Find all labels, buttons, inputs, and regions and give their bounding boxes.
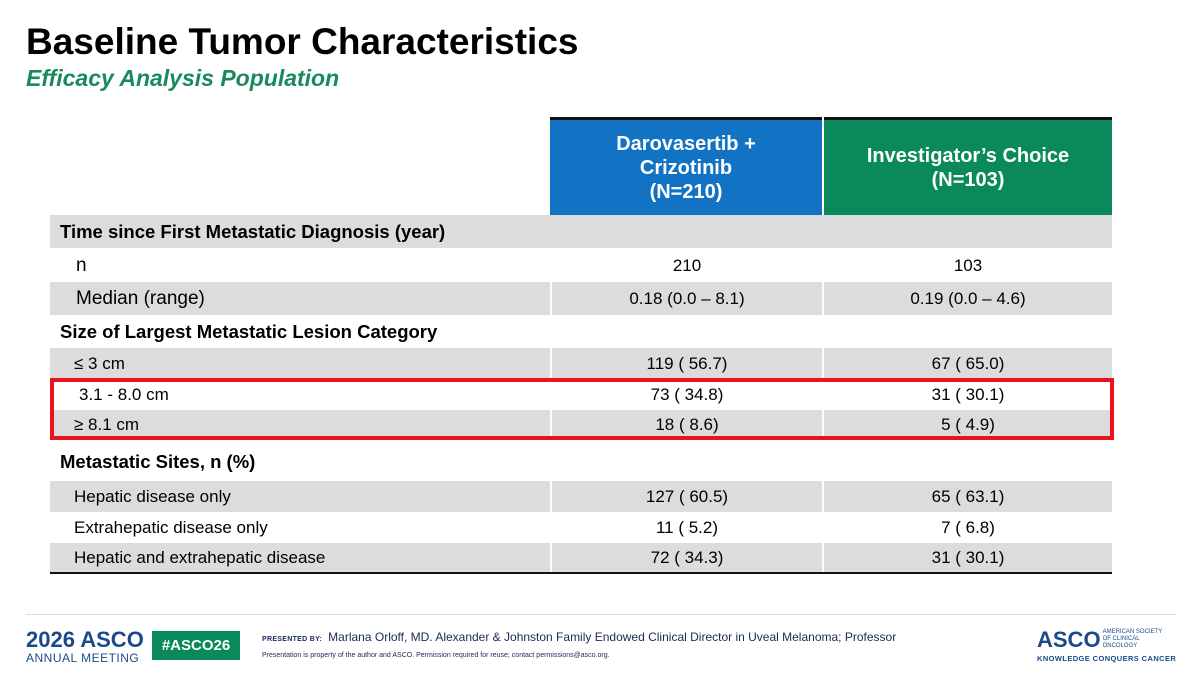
table-row: Hepatic and extrahepatic disease 72 ( 34… <box>50 543 1112 572</box>
table-row: 3.1 - 8.0 cm 73 ( 34.8) 31 ( 30.1) <box>50 379 1112 410</box>
cell-value: 72 ( 34.3) <box>550 543 824 572</box>
cell-value: 127 ( 60.5) <box>550 481 824 512</box>
cell-value: 31 ( 30.1) <box>931 547 1005 567</box>
society-logo: ASCO AMERICAN SOCIETY OF CLINICAL ONCOLOG… <box>1037 627 1177 664</box>
section-row-size: Size of Largest Metastatic Lesion Catego… <box>50 315 1112 348</box>
row-label: ≥ 8.1 cm <box>74 415 140 434</box>
cell-value: 5 ( 4.9) <box>941 415 995 434</box>
section-row-sites: Metastatic Sites, n (%) <box>50 444 1112 480</box>
footer-divider <box>26 614 1176 615</box>
column-header-label: Investigator’s Choice (N=103) <box>866 144 1070 191</box>
section-label: Size of Largest Metastatic Lesion Catego… <box>60 320 438 342</box>
table-row: n 210 103 <box>50 249 1112 282</box>
cell-value: 67 ( 65.0) <box>931 353 1005 373</box>
presenter-line: PRESENTED BY: Marlana Orloff, MD. Alexand… <box>262 630 896 644</box>
meeting-logo: 2026 ASCO ANNUAL MEETING <box>26 627 144 666</box>
column-header-investigator: Investigator’s Choice (N=103) <box>824 117 1112 215</box>
cell-value: 119 ( 56.7) <box>550 348 824 379</box>
copyright-note: Presentation is property of the author a… <box>262 652 610 659</box>
column-header-darovasertib: Darovasertib + Crizotinib (N=210) <box>550 117 822 215</box>
meeting-subtitle: ANNUAL MEETING <box>26 651 140 665</box>
presenter-name: Marlana Orloff, MD. Alexander & Johnston… <box>328 630 897 644</box>
cell-value: 7 ( 6.8) <box>941 517 995 537</box>
cell-value: 103 <box>953 255 983 275</box>
meeting-logo-text: ASCO <box>80 627 144 652</box>
row-label: ≤ 3 cm <box>74 353 125 373</box>
cell-value: 11 ( 5.2) <box>655 517 719 537</box>
page-subtitle: Efficacy Analysis Population <box>26 65 340 91</box>
table-row: ≤ 3 cm 119 ( 56.7) 67 ( 65.0) <box>50 348 1112 379</box>
row-label: Median (range) <box>76 287 205 309</box>
row-label: 3.1 - 8.0 cm <box>79 384 169 404</box>
table-row: Hepatic disease only 127 ( 60.5) 65 ( 63… <box>50 481 1112 512</box>
cell-value: 73 ( 34.8) <box>650 384 724 404</box>
column-header-label: Darovasertib + Crizotinib (N=210) <box>616 132 756 203</box>
cell-value: 0.19 (0.0 – 4.6) <box>910 288 1026 308</box>
table-bottom-rule <box>50 572 1112 574</box>
hashtag-badge: #ASCO26 <box>152 631 240 660</box>
row-label: Hepatic and extrahepatic disease <box>74 547 326 567</box>
society-logo-text: ASCO <box>1037 627 1101 652</box>
table-row: Median (range) 0.18 (0.0 – 8.1) 0.19 (0.… <box>50 282 1112 315</box>
cell-value: 0.18 (0.0 – 8.1) <box>550 282 824 315</box>
cell-value: 18 ( 8.6) <box>550 410 824 440</box>
row-label: Hepatic disease only <box>74 486 231 506</box>
section-row-time: Time since First Metastatic Diagnosis (y… <box>50 215 1112 248</box>
cell-value: 31 ( 30.1) <box>931 384 1005 404</box>
presented-by-label: PRESENTED BY: <box>262 636 323 643</box>
meeting-year: 2026 <box>26 627 75 652</box>
society-tagline: KNOWLEDGE CONQUERS CANCER <box>1037 654 1177 663</box>
table-row: Extrahepatic disease only 11 ( 5.2) 7 ( … <box>50 512 1112 543</box>
society-name: AMERICAN SOCIETY OF CLINICAL ONCOLOGY <box>1102 629 1163 649</box>
page-title: Baseline Tumor Characteristics <box>26 21 579 62</box>
section-label: Time since First Metastatic Diagnosis (y… <box>60 220 446 242</box>
row-label: Extrahepatic disease only <box>74 517 268 537</box>
table-row: ≥ 8.1 cm 18 ( 8.6) 5 ( 4.9) <box>50 410 1112 440</box>
highlight-box <box>50 378 1114 440</box>
cell-value: 210 <box>672 255 702 275</box>
cell-value: 65 ( 63.1) <box>931 486 1005 506</box>
section-label: Metastatic Sites, n (%) <box>60 451 256 472</box>
row-label: n <box>76 254 87 276</box>
